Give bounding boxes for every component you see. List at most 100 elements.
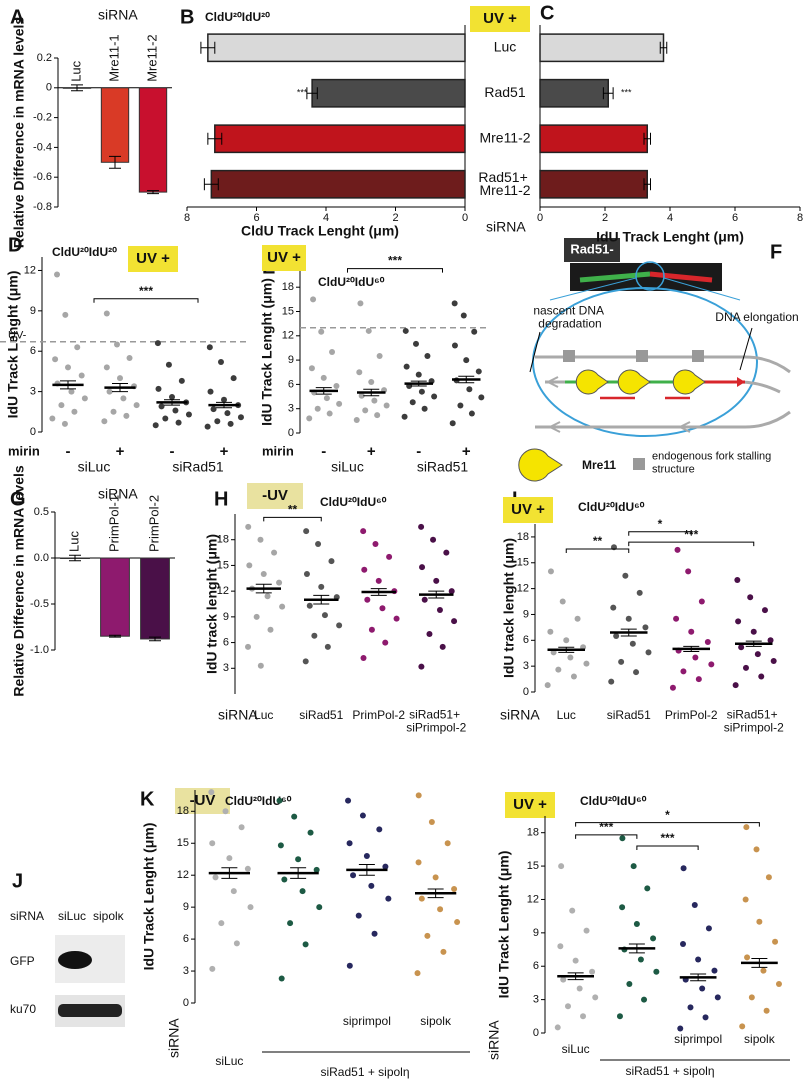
dot bbox=[245, 523, 252, 530]
y-tick-label: 0 bbox=[30, 426, 36, 438]
dot bbox=[364, 596, 371, 603]
y-tick-label: 9 bbox=[30, 305, 36, 317]
badge bbox=[247, 483, 303, 509]
dot bbox=[732, 682, 739, 689]
dot bbox=[52, 356, 59, 363]
dot bbox=[379, 605, 386, 612]
dot bbox=[303, 528, 310, 535]
y-tick-label: 18 bbox=[527, 827, 539, 839]
sem-bar bbox=[458, 375, 475, 384]
dot bbox=[209, 840, 216, 847]
dot bbox=[336, 622, 343, 629]
legend-label: endogenous fork stalling structure bbox=[652, 450, 774, 475]
dot bbox=[685, 568, 692, 575]
y-tick-label: 3 bbox=[30, 386, 36, 398]
mre11-legend-icon bbox=[518, 448, 563, 482]
dot bbox=[775, 981, 782, 988]
dot bbox=[320, 374, 327, 381]
dot bbox=[463, 357, 470, 364]
dot bbox=[767, 637, 774, 644]
dot bbox=[401, 413, 408, 420]
category-label: Rad51 bbox=[484, 84, 525, 100]
row-label: siRNA bbox=[500, 707, 540, 723]
sem-bar bbox=[315, 387, 332, 395]
dot bbox=[382, 863, 389, 870]
bracket bbox=[636, 845, 699, 851]
pointer bbox=[739, 327, 753, 371]
badge-label: UV + bbox=[483, 10, 517, 27]
y-tick-label: -0.6 bbox=[33, 171, 52, 183]
significance: * bbox=[665, 808, 670, 822]
dot bbox=[62, 311, 69, 318]
sem-bar bbox=[567, 972, 584, 981]
category-label: sipolκ bbox=[744, 1032, 776, 1046]
dot bbox=[313, 866, 320, 873]
dot bbox=[382, 639, 389, 646]
y-tick-label: 3 bbox=[223, 662, 229, 674]
dot bbox=[567, 654, 574, 661]
dot bbox=[362, 407, 369, 414]
dot bbox=[318, 583, 325, 590]
dot bbox=[576, 985, 583, 992]
dot bbox=[264, 593, 271, 600]
significance: *** bbox=[388, 254, 402, 268]
sem-bar bbox=[363, 388, 380, 397]
dot bbox=[714, 994, 721, 1001]
chart-title: siRNA bbox=[98, 486, 138, 502]
dot bbox=[415, 859, 422, 866]
y-tick-label: 12 bbox=[282, 330, 294, 342]
dot bbox=[281, 876, 288, 883]
dot bbox=[376, 353, 383, 360]
bracket bbox=[575, 834, 638, 839]
dot bbox=[426, 631, 433, 637]
dot bbox=[673, 615, 680, 622]
y-tick-label: -0.5 bbox=[30, 598, 49, 610]
dot bbox=[208, 789, 215, 796]
chart-title: CldU²⁰IdU⁶⁰ bbox=[318, 275, 385, 289]
error-bar bbox=[203, 178, 219, 191]
zoom-line bbox=[663, 277, 741, 301]
dot bbox=[687, 1004, 694, 1011]
bar bbox=[207, 33, 466, 63]
bar bbox=[100, 557, 130, 637]
dot bbox=[345, 797, 352, 804]
x-tick-label: 8 bbox=[184, 212, 190, 224]
dot bbox=[247, 904, 254, 911]
category-label: Luc bbox=[68, 60, 83, 81]
dot bbox=[303, 571, 310, 577]
dot bbox=[126, 354, 133, 361]
dot bbox=[113, 341, 120, 348]
dot bbox=[619, 904, 626, 911]
y-tick-label: 0 bbox=[288, 427, 294, 439]
x-axis-label: CldU Track Lenght (μm) bbox=[241, 223, 399, 239]
dot bbox=[592, 994, 599, 1001]
panel-letter: G bbox=[10, 488, 26, 510]
dot bbox=[739, 1023, 746, 1030]
category-label: + bbox=[220, 443, 229, 460]
dot bbox=[763, 1007, 770, 1014]
category-label: siprimpol bbox=[674, 1032, 722, 1046]
y-axis-label: IdU Track Lenght (μm) bbox=[141, 823, 157, 971]
bar bbox=[214, 124, 466, 154]
category-label: PrimPol-1 bbox=[106, 495, 121, 552]
dot bbox=[415, 371, 422, 378]
x-axis-label: IdU Track Lenght (μm) bbox=[596, 229, 744, 245]
dot bbox=[368, 378, 375, 385]
dot bbox=[432, 874, 439, 881]
significance: *** bbox=[139, 284, 153, 298]
sem-bar bbox=[683, 645, 700, 653]
badge bbox=[503, 497, 553, 523]
significance: ** bbox=[288, 503, 298, 517]
dot bbox=[554, 1024, 561, 1031]
dot bbox=[645, 649, 652, 656]
dot bbox=[570, 673, 577, 680]
panel-letter: K bbox=[140, 788, 155, 810]
dot bbox=[418, 388, 425, 395]
y-axis-label: IdU track lenght (μm) bbox=[204, 534, 220, 674]
dot bbox=[385, 895, 392, 902]
dot bbox=[421, 405, 428, 412]
significance: *** bbox=[599, 820, 613, 834]
dot bbox=[742, 896, 749, 903]
dot bbox=[471, 328, 478, 335]
